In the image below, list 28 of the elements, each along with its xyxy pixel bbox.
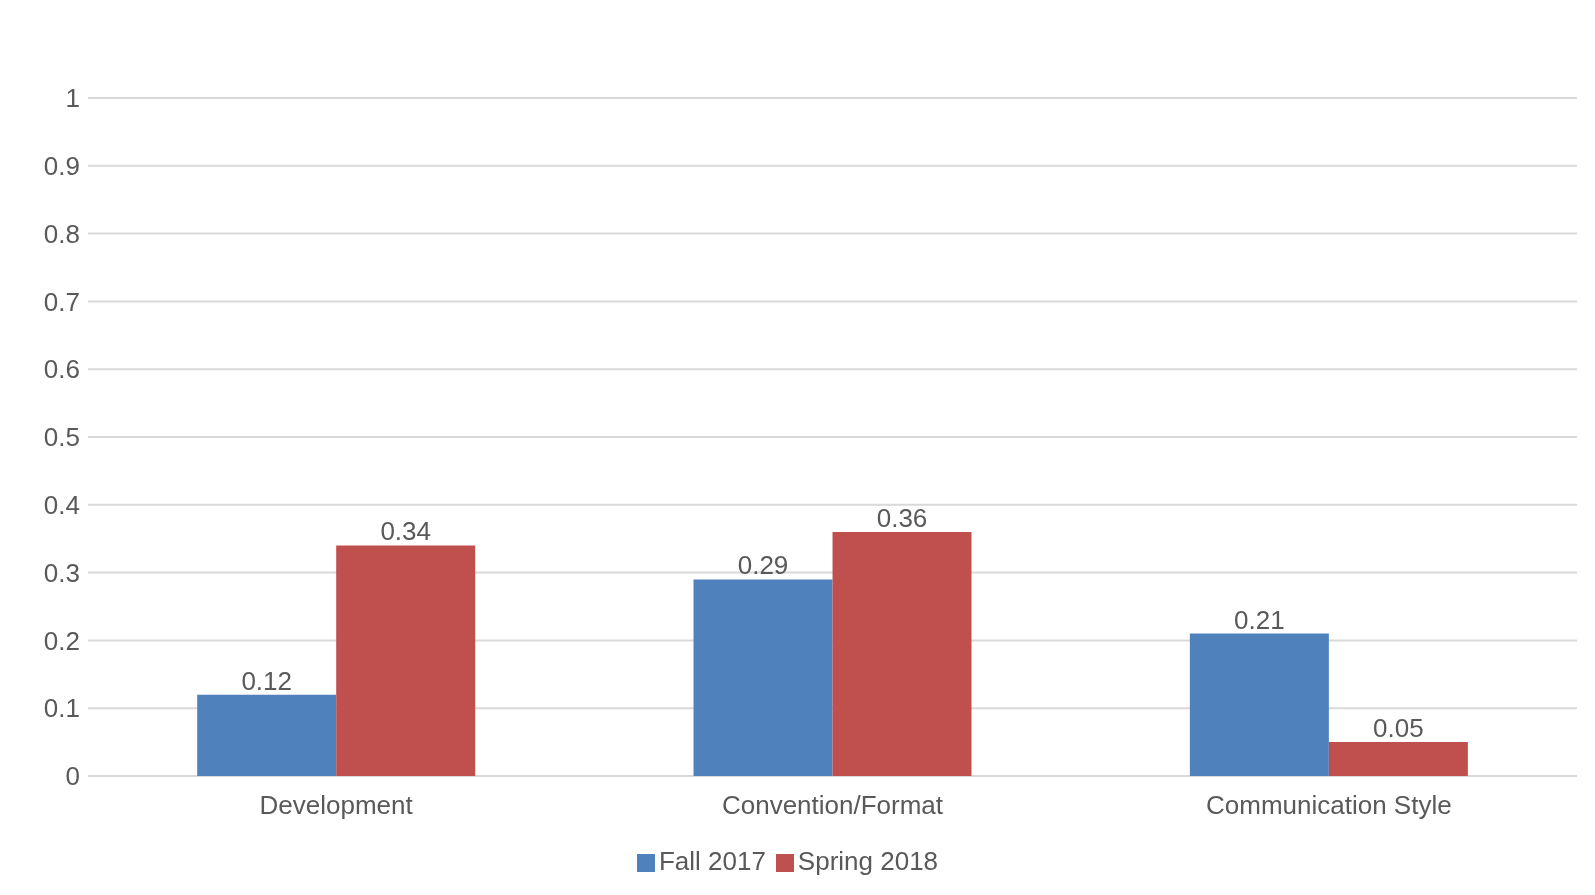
- bar: [336, 545, 476, 776]
- bar: [693, 579, 833, 776]
- data-label: 0.12: [241, 665, 292, 696]
- bar: [1328, 742, 1468, 776]
- legend-label: Fall 2017: [658, 846, 766, 876]
- y-tick-label: 0.5: [43, 422, 80, 453]
- bar: [832, 531, 972, 776]
- x-tick-label: Communication Style: [1206, 790, 1452, 821]
- data-label: 0.21: [1234, 604, 1285, 635]
- bar: [197, 694, 337, 776]
- data-label: 0.05: [1373, 713, 1424, 744]
- y-tick-label: 0.6: [43, 354, 80, 385]
- y-tick-label: 0.1: [43, 693, 80, 724]
- bar: [1189, 633, 1329, 776]
- y-tick-label: 0.4: [43, 490, 80, 521]
- data-label: 0.29: [737, 550, 789, 581]
- data-label: 0.36: [876, 502, 928, 533]
- y-tick-label: 0: [65, 761, 80, 792]
- legend-label: Spring 2018: [797, 846, 939, 876]
- y-tick-label: 0.2: [43, 625, 80, 656]
- y-tick-label: 0.7: [43, 286, 80, 317]
- x-tick-label: Convention/Format: [721, 790, 944, 821]
- y-tick-label: 0.9: [43, 151, 80, 182]
- data-label: 0.34: [380, 516, 431, 547]
- y-tick-label: 0.8: [43, 218, 80, 249]
- y-tick-label: 1: [65, 83, 80, 114]
- x-tick-label: Development: [259, 790, 414, 821]
- y-tick-label: 0.3: [43, 557, 80, 588]
